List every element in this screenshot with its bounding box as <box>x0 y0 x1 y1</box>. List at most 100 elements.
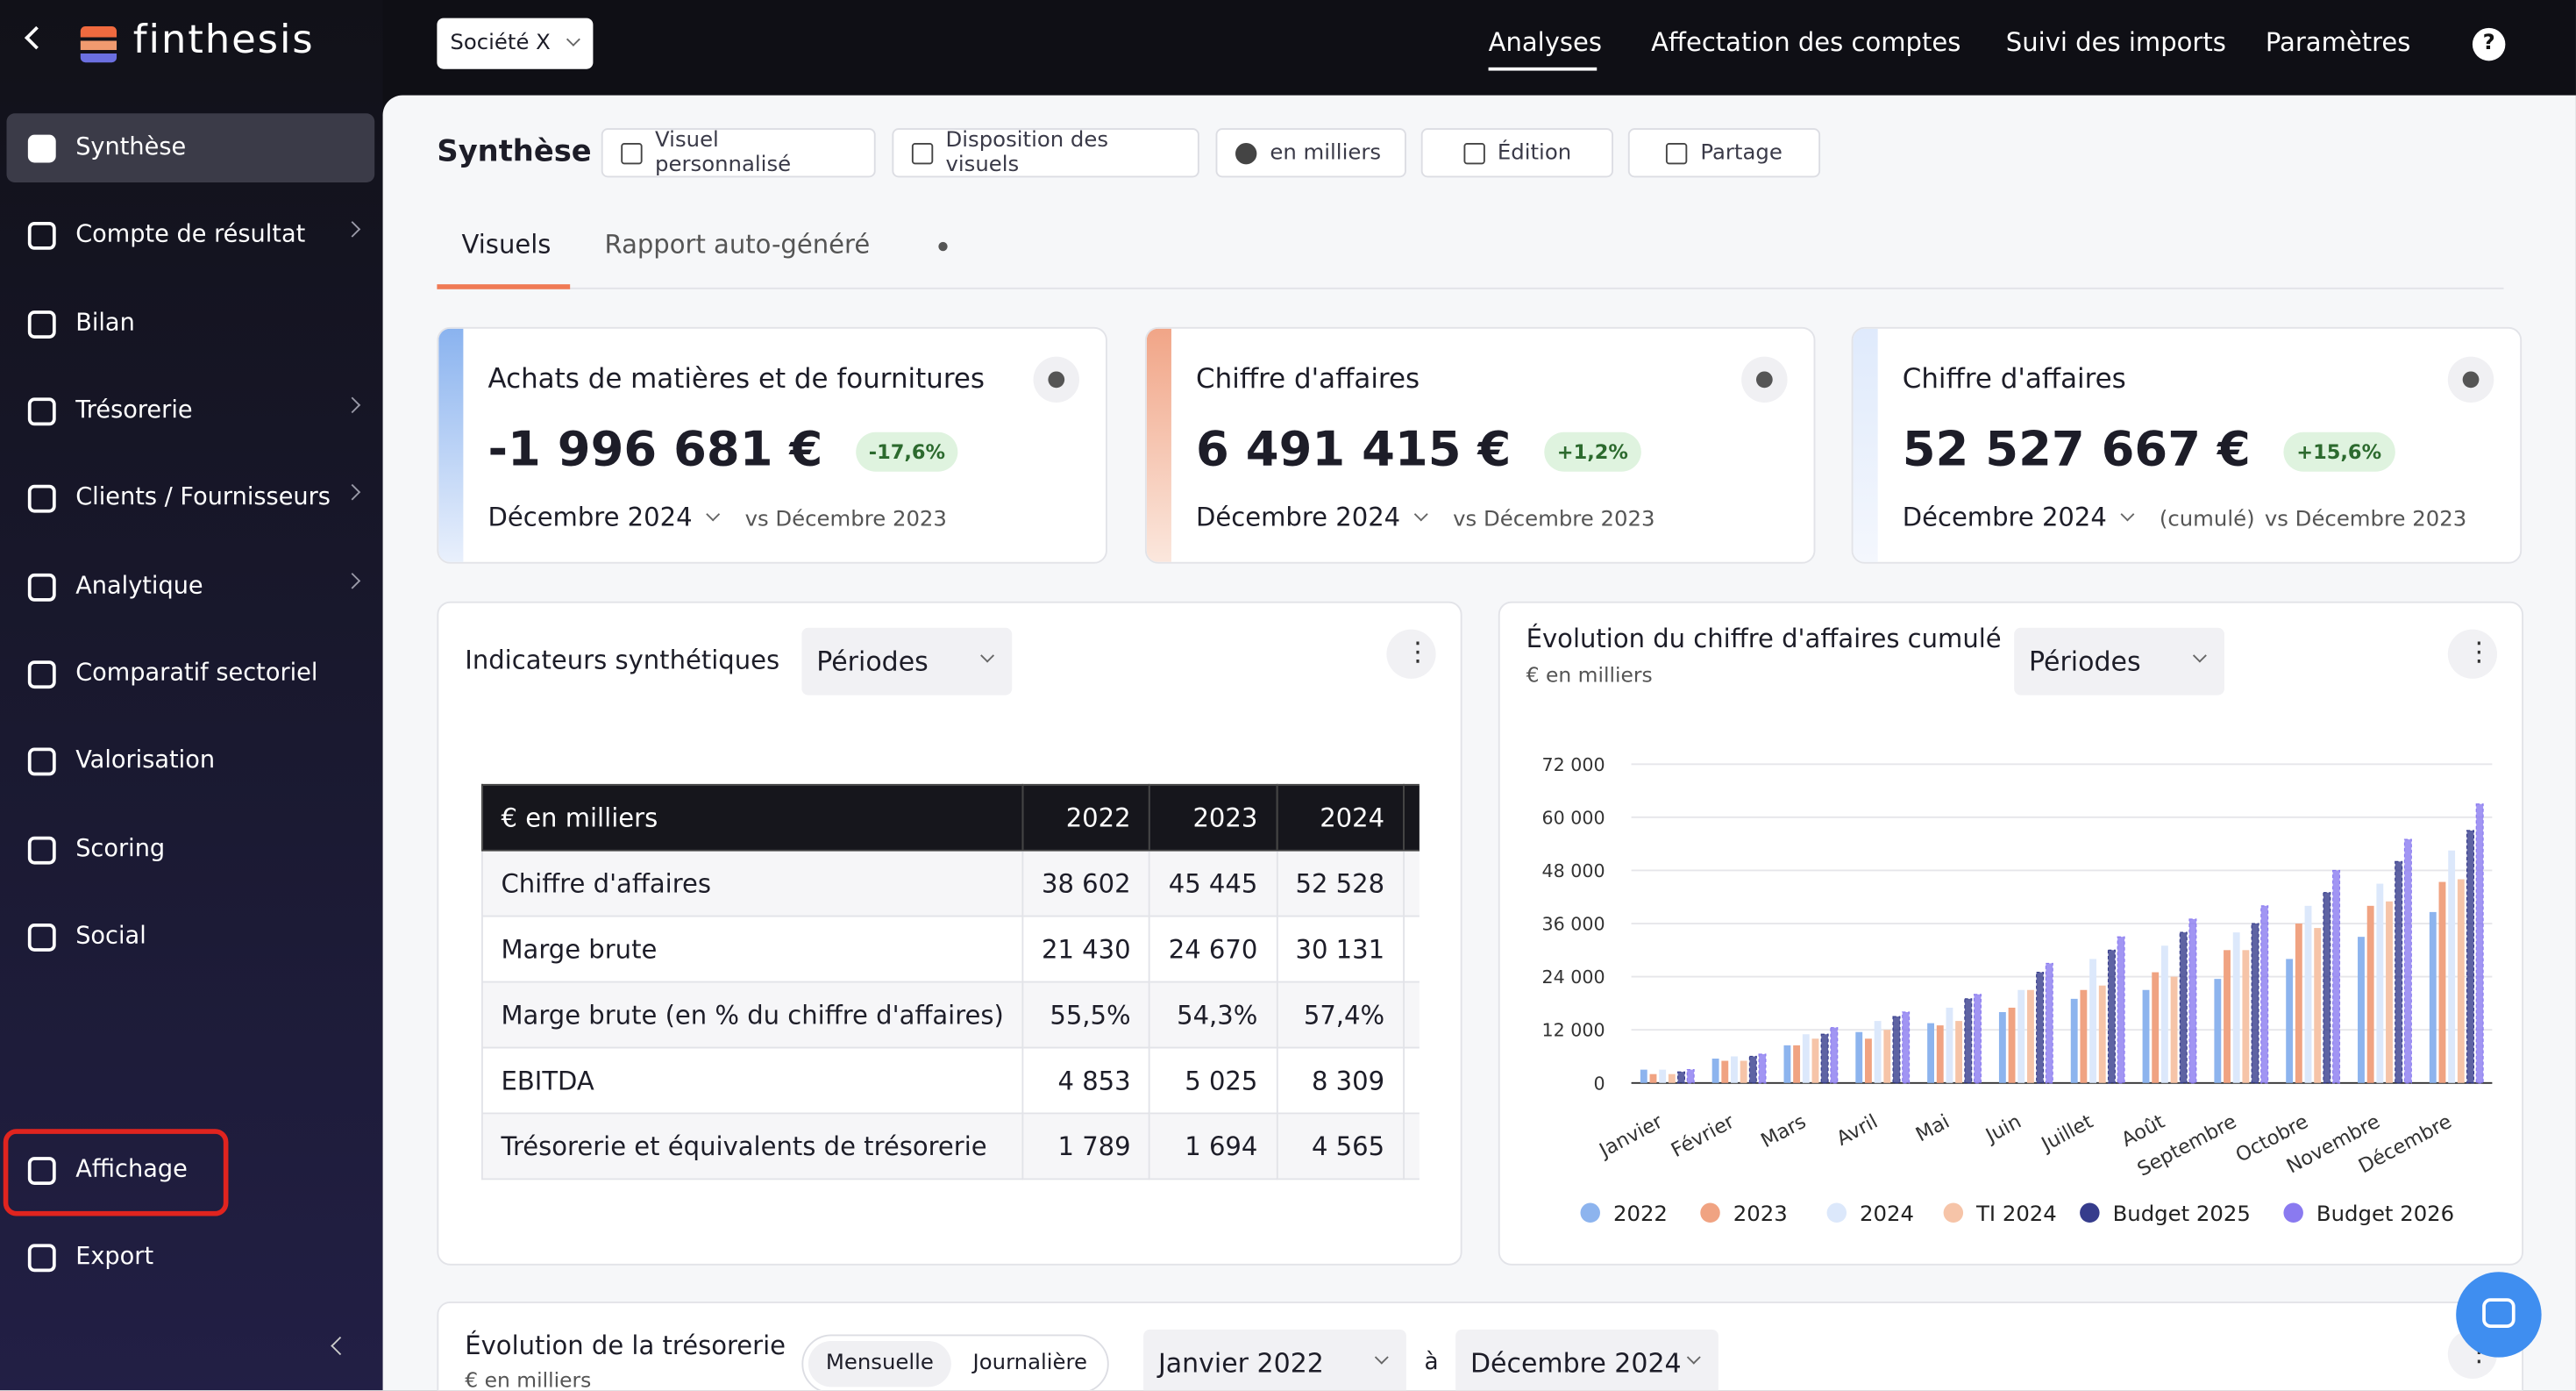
chat-icon <box>2482 1298 2516 1328</box>
nav-icon <box>27 483 56 512</box>
bar <box>2232 932 2240 1083</box>
x-tick-label: Juillet <box>2037 1110 2097 1157</box>
bar <box>2260 905 2269 1084</box>
panel-title: Indicateurs synthétiques <box>465 646 780 676</box>
chart-title: Évolution du chiffre d'affaires cumulé <box>1526 624 2002 653</box>
nav-item[interactable]: Clients / Fournisseurs <box>6 463 374 532</box>
bar <box>2466 830 2475 1084</box>
nav-item[interactable]: Synthèse <box>6 113 375 182</box>
company-select[interactable]: Société X <box>437 18 594 69</box>
top-nav-item[interactable]: Suivi des imports <box>2005 27 2226 58</box>
select-label: Janvier 2022 <box>1157 1346 1324 1379</box>
kpi-value: 52 527 667 € +15,6% <box>1903 421 2395 476</box>
bar <box>1811 1038 1819 1083</box>
from-select[interactable]: Janvier 2022 <box>1143 1329 1406 1391</box>
collapse-icon[interactable] <box>331 1336 350 1356</box>
kpi-period-label[interactable]: Décembre 2024 <box>487 503 693 533</box>
chat-button[interactable] <box>2456 1272 2542 1358</box>
nav-item[interactable]: Trésorerie <box>6 376 374 446</box>
top-nav-item[interactable]: Affectation des comptes <box>1651 27 1961 58</box>
table-row: Trésorerie et équivalents de trésorerie 1… <box>480 1112 1420 1181</box>
bar <box>2358 937 2365 1083</box>
nav-item[interactable]: Comparatif sectoriel <box>6 639 374 709</box>
bar <box>2080 989 2088 1083</box>
kpi-comparison: vs Décembre 2023 <box>2264 507 2467 533</box>
kpi-period: Décembre 2024 (cumulé) vs Décembre 2023 <box>1903 503 2466 532</box>
kpi-settings[interactable] <box>2447 356 2494 403</box>
nav-item[interactable]: Analytique <box>6 553 374 622</box>
tab[interactable]: Visuels <box>461 230 551 260</box>
bar <box>2045 962 2053 1084</box>
help[interactable]: ? <box>2472 27 2506 61</box>
legend-label: 2024 <box>1860 1201 1914 1226</box>
button-icon <box>911 142 933 164</box>
tab-settings[interactable] <box>930 234 956 260</box>
legend-swatch <box>1580 1202 1600 1223</box>
table-cell: 1 694 <box>1149 1112 1277 1181</box>
top-nav-item[interactable]: Paramètres <box>2265 27 2411 58</box>
toolbar-button[interactable]: Partage <box>1627 128 1821 178</box>
button-label: Disposition des visuels <box>945 128 1109 178</box>
bar <box>2251 923 2259 1084</box>
tab[interactable]: Rapport auto-généré <box>604 230 871 260</box>
bar <box>2376 883 2384 1083</box>
y-tick-label: 0 <box>1593 1073 1605 1094</box>
chevron <box>344 483 361 501</box>
kpi-period-label[interactable]: Décembre 2024 <box>1902 503 2107 533</box>
nav-icon <box>27 923 56 951</box>
toolbar-button[interactable]: Édition <box>1420 128 1613 178</box>
table-cell: 4 565 <box>1275 1112 1405 1181</box>
legend-label: Budget 2026 <box>2316 1201 2454 1226</box>
table-cell: 1 <box>1402 1046 1420 1115</box>
legend-swatch <box>1826 1202 1847 1223</box>
nav-item[interactable]: Scoring <box>6 815 374 884</box>
table-cell: 54,3% <box>1149 981 1277 1049</box>
toggle-option[interactable]: Mensuelle <box>808 1340 951 1387</box>
button-icon <box>1666 142 1688 164</box>
nav-item[interactable]: Affichage <box>6 1136 374 1205</box>
kpi-settings[interactable] <box>1741 356 1788 403</box>
period-select[interactable]: Périodes <box>2014 627 2224 696</box>
nav-icon <box>27 835 56 864</box>
nav-item[interactable]: Export <box>6 1223 374 1292</box>
bar <box>2395 860 2403 1084</box>
toolbar-button[interactable]: Visuel personnalisé <box>601 128 876 178</box>
back-icon[interactable] <box>24 25 48 50</box>
toolbar-button[interactable]: Disposition des visuels <box>892 128 1199 178</box>
bar <box>1927 1023 1935 1083</box>
bar <box>1748 1055 1757 1084</box>
period-select[interactable]: Périodes <box>801 627 1013 696</box>
kpi-period-label[interactable]: Décembre 2024 <box>1196 503 1401 533</box>
bar <box>1649 1074 1657 1083</box>
nav-item[interactable]: Social <box>6 902 374 972</box>
legend-swatch <box>2283 1202 2303 1223</box>
legend-swatch <box>2080 1202 2100 1223</box>
nav-item[interactable]: Bilan <box>6 289 374 359</box>
menu[interactable] <box>1386 629 1436 679</box>
bar <box>2117 936 2125 1084</box>
bar <box>2188 918 2197 1084</box>
nav-icon <box>27 396 56 425</box>
nav-item[interactable]: Compte de résultat <box>6 201 374 270</box>
menu[interactable] <box>2447 629 2498 679</box>
to-select[interactable]: Décembre 2024 <box>1455 1329 1719 1391</box>
page-title: Synthèse <box>437 134 592 169</box>
kpi-title: Achats de matières et de fournitures <box>487 363 986 395</box>
bar <box>1864 1038 1872 1083</box>
bar <box>1731 1056 1738 1083</box>
bar <box>2224 950 2231 1083</box>
kpi-strip <box>1853 328 1878 562</box>
toggle-option[interactable]: Journalière <box>972 1351 1088 1376</box>
nav-icon <box>27 310 56 339</box>
x-tick-label: Juin <box>1981 1110 2025 1148</box>
nav-item[interactable]: Valorisation <box>6 726 374 795</box>
x-tick-label: Mai <box>1912 1110 1953 1146</box>
kpi-card: Achats de matières et de fournitures -1 9… <box>437 326 1107 564</box>
nav-label: Trésorerie <box>75 397 193 424</box>
bar <box>2475 803 2484 1084</box>
toolbar-button[interactable]: en milliers <box>1215 128 1406 178</box>
button-icon <box>1462 142 1484 164</box>
kpi-settings[interactable] <box>1033 356 1080 403</box>
top-nav-item[interactable]: Analyses <box>1488 27 1603 58</box>
